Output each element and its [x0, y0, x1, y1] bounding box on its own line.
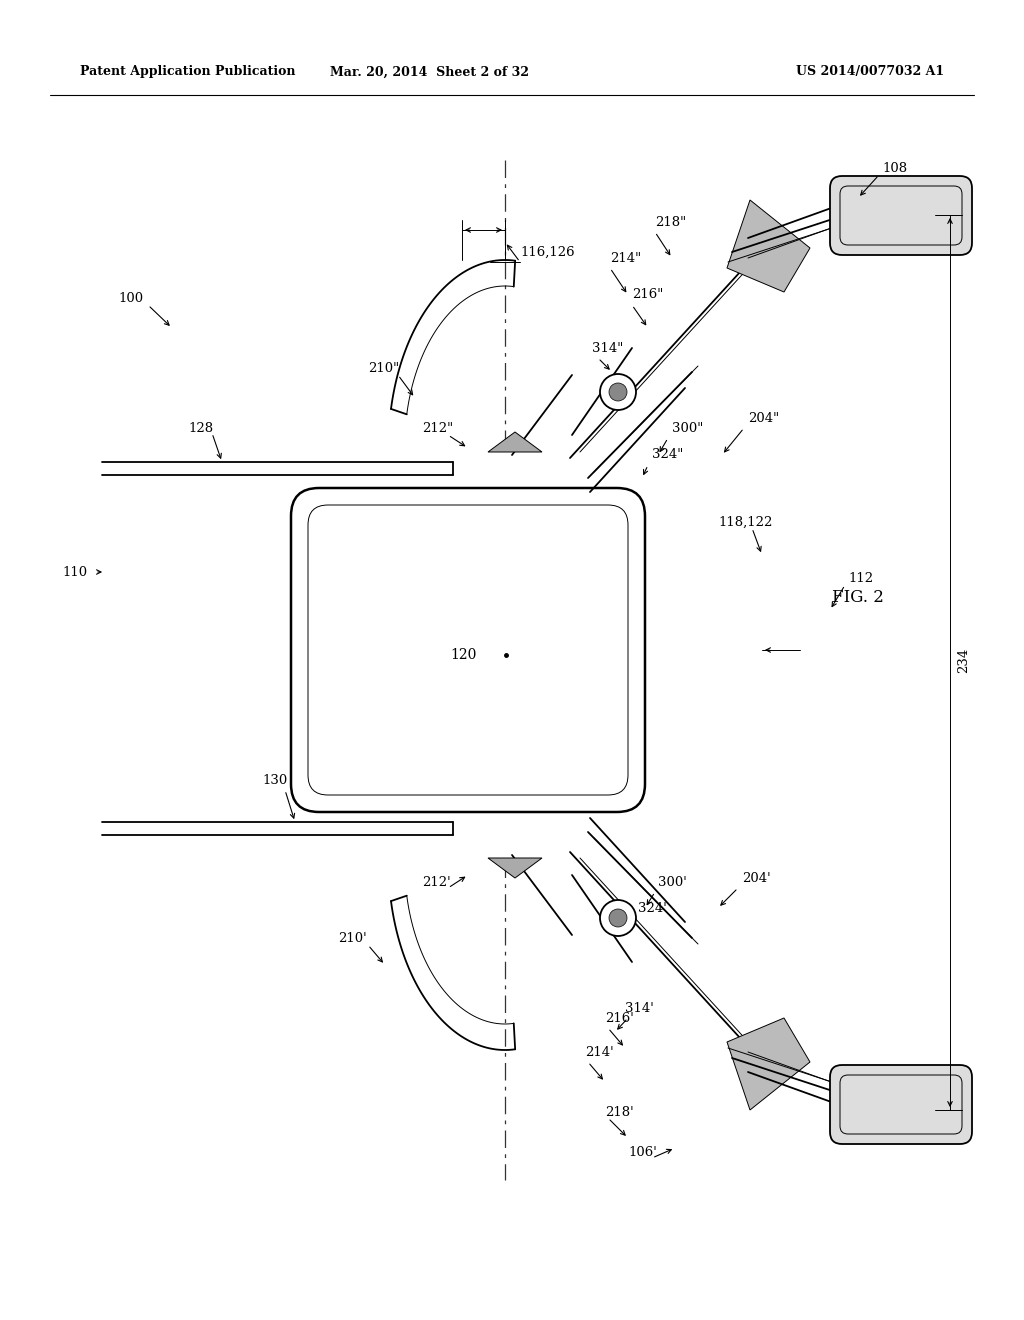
Polygon shape — [727, 201, 810, 292]
Text: 324": 324" — [652, 449, 683, 462]
Text: 118,122: 118,122 — [718, 516, 772, 528]
Text: 116,126: 116,126 — [520, 246, 574, 259]
Text: 106': 106' — [628, 1146, 656, 1159]
Text: 204": 204" — [748, 412, 779, 425]
Text: 112: 112 — [848, 572, 873, 585]
Text: 110: 110 — [62, 565, 87, 578]
Text: 212': 212' — [422, 875, 451, 888]
Text: US 2014/0077032 A1: US 2014/0077032 A1 — [796, 66, 944, 78]
FancyBboxPatch shape — [308, 506, 628, 795]
Text: 234: 234 — [957, 647, 971, 673]
Text: Patent Application Publication: Patent Application Publication — [80, 66, 296, 78]
Text: 314': 314' — [625, 1002, 654, 1015]
Text: 210": 210" — [368, 362, 399, 375]
Text: 128: 128 — [188, 421, 213, 434]
Polygon shape — [488, 432, 542, 451]
Text: 120: 120 — [450, 648, 476, 663]
Circle shape — [600, 374, 636, 411]
Text: 300': 300' — [658, 875, 687, 888]
Text: 108: 108 — [882, 161, 907, 174]
FancyBboxPatch shape — [291, 488, 645, 812]
Text: 100: 100 — [118, 292, 143, 305]
Text: 314": 314" — [592, 342, 624, 355]
Text: 218": 218" — [655, 215, 686, 228]
Circle shape — [600, 900, 636, 936]
Polygon shape — [488, 858, 542, 878]
Text: 204': 204' — [742, 871, 771, 884]
FancyBboxPatch shape — [830, 1065, 972, 1144]
Text: 324': 324' — [638, 902, 667, 915]
Text: 130: 130 — [262, 774, 288, 787]
FancyBboxPatch shape — [840, 1074, 962, 1134]
Circle shape — [609, 383, 627, 401]
Text: 214": 214" — [610, 252, 641, 264]
FancyBboxPatch shape — [830, 176, 972, 255]
Text: FIG. 2: FIG. 2 — [831, 590, 884, 606]
Text: 218': 218' — [605, 1106, 634, 1118]
Text: 212": 212" — [422, 421, 454, 434]
Text: 300": 300" — [672, 421, 703, 434]
Text: 214': 214' — [585, 1045, 613, 1059]
Text: 216": 216" — [632, 289, 664, 301]
FancyBboxPatch shape — [840, 186, 962, 246]
Polygon shape — [727, 1018, 810, 1110]
Text: Mar. 20, 2014  Sheet 2 of 32: Mar. 20, 2014 Sheet 2 of 32 — [331, 66, 529, 78]
Circle shape — [609, 909, 627, 927]
Text: 210': 210' — [338, 932, 367, 945]
Text: 216': 216' — [605, 1011, 634, 1024]
